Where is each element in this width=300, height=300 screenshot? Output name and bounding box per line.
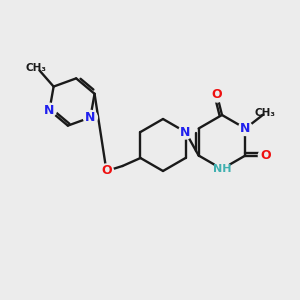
Circle shape bbox=[42, 103, 56, 117]
Circle shape bbox=[100, 164, 113, 178]
Text: N: N bbox=[44, 104, 55, 117]
Text: N: N bbox=[180, 125, 191, 139]
Circle shape bbox=[210, 88, 224, 102]
Text: O: O bbox=[212, 88, 222, 101]
Circle shape bbox=[83, 110, 98, 124]
Text: CH₃: CH₃ bbox=[25, 63, 46, 73]
Text: N: N bbox=[85, 111, 96, 124]
Text: NH: NH bbox=[213, 164, 231, 174]
Circle shape bbox=[238, 122, 252, 136]
Circle shape bbox=[214, 161, 230, 177]
Text: O: O bbox=[260, 149, 271, 162]
Circle shape bbox=[178, 125, 193, 139]
Text: CH₃: CH₃ bbox=[255, 107, 276, 118]
Circle shape bbox=[258, 148, 272, 163]
Text: N: N bbox=[240, 122, 250, 135]
Text: O: O bbox=[101, 164, 112, 178]
